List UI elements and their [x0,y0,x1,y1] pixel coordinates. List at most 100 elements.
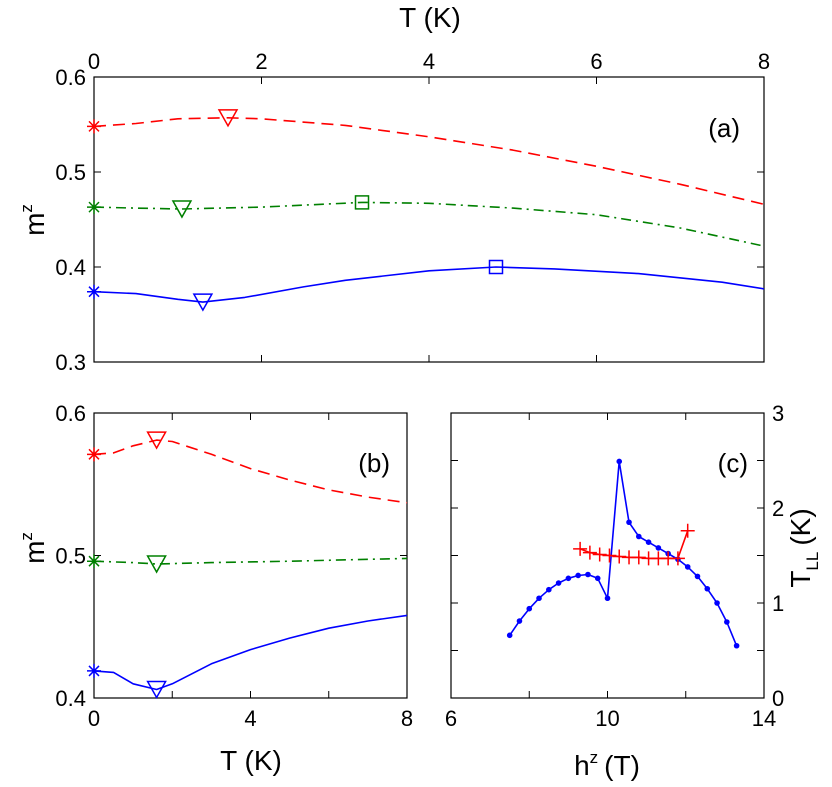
panel-b-markers [87,431,167,699]
data-point [626,519,632,526]
data-point [645,539,652,545]
plus-marker [670,551,685,566]
panel-a-label: (a) [708,113,740,143]
x-tick-label: 6 [445,706,457,731]
asterisk-marker [87,554,101,569]
panel-b: 0 4 8 0.4 0.5 0.6 T (K) (b) mz [17,401,413,776]
data-point [636,533,642,540]
plus-marker [592,547,607,562]
panel-a-ylabel-sup: z [17,204,36,213]
series-line-blue [509,460,738,647]
x-tick-label: 6 [590,49,602,74]
panel-b-xlabel: T (K) [220,745,282,776]
plus-marker [582,545,597,560]
panel-c-ylabel: TLL (K) [785,508,822,587]
y-tick-label: 0.6 [55,65,86,90]
panel-c: 6 10 140 1 2 3 hz (T) (c) TLL (K) [445,401,822,781]
data-point [604,595,611,602]
panel-c-xlabel-sup: z [590,748,599,767]
panel-a-frame [93,76,765,363]
triangle-marker [192,293,214,312]
panel-c-ylabel-unit: (K) [785,508,816,545]
data-point [506,632,513,639]
panel-c-lines [509,460,738,647]
series-line-blue [93,614,408,691]
panel-c-xlabel: hz (T) [574,748,640,781]
panel-c-ylabel-main: T [785,571,816,588]
x-tick-label: 2 [255,49,267,74]
x-tick-label: 4 [244,706,256,731]
data-point [714,600,720,606]
svg-text:mz: mz [17,532,50,564]
plus-marker [680,523,695,538]
asterisk-marker [87,663,101,678]
series-line-red [93,439,408,504]
panel-a-markers [87,109,504,312]
x-tick-label: 14 [752,706,776,731]
panel-c-ticks: 6 10 140 1 2 3 [445,401,784,731]
panel-b-ylabel: mz [17,532,50,564]
x-tick-label: 8 [758,49,770,74]
svg-text:mz: mz [17,204,50,236]
y-tick-label: 3 [772,401,784,426]
data-point [546,586,552,593]
panel-c-xlabel-unit: (T) [604,750,640,781]
data-point [575,572,581,579]
data-point [733,642,740,649]
panel-b-lines [93,439,408,691]
svg-text:TLL(K): TLL (K) [785,508,822,587]
y-tick-label: 2 [772,496,784,521]
panel-b-label: (b) [358,448,390,478]
triangle-marker [146,431,167,450]
data-point [694,573,701,580]
series-line-blue [93,266,765,303]
panel-a-ylabel-main: m [19,213,50,236]
panel-a-lines [93,117,765,303]
plus-marker [631,550,646,565]
data-point [536,595,542,602]
series-line-green [93,557,408,565]
panel-a: 0 2 4 6 8 0.3 0.4 0.5 0.6 T (K) (a) mz [17,2,770,375]
panel-c-ylabel-sub: LL [803,552,822,571]
x-tick-label: 10 [595,706,619,731]
y-tick-label: 1 [772,591,784,616]
square-marker [354,195,370,210]
panel-c-xlabel-main: h [574,750,590,781]
triangle-marker [146,555,167,574]
panel-a-top-xlabel: T (K) [399,2,461,33]
y-tick-label: 0.4 [55,686,86,711]
asterisk-marker [87,284,101,299]
data-point [555,580,562,586]
panel-b-ticks: 0 4 8 0.4 0.5 0.6 [55,401,413,731]
series-line-green [93,201,765,247]
data-point [724,619,730,625]
y-tick-label: 0.6 [55,401,86,426]
panel-a-ticks: 0 2 4 6 8 0.3 0.4 0.5 0.6 [55,49,770,375]
data-point [616,458,623,465]
triangle-marker [146,680,167,699]
y-tick-label: 0.5 [55,160,86,185]
plus-marker [612,549,627,564]
panel-c-markers [506,458,740,649]
panel-c-label: (c) [718,448,748,478]
data-point [704,585,711,592]
asterisk-marker [87,119,101,134]
data-point [684,564,691,570]
data-point [565,575,572,582]
x-tick-label: 4 [423,49,435,74]
square-marker [488,259,504,275]
panel-b-ylabel-sup: z [17,532,36,541]
panel-b-ylabel-main: m [19,541,50,564]
asterisk-marker [87,200,101,215]
triangle-marker [217,109,239,128]
x-tick-label: 0 [88,706,100,731]
plus-marker [573,541,588,556]
x-tick-label: 0 [88,49,100,74]
data-point [594,575,601,582]
y-tick-label: 0 [772,686,784,711]
asterisk-marker [87,447,101,462]
data-point [516,618,523,624]
panel-a-ylabel: mz [17,204,50,236]
data-point [585,571,591,578]
